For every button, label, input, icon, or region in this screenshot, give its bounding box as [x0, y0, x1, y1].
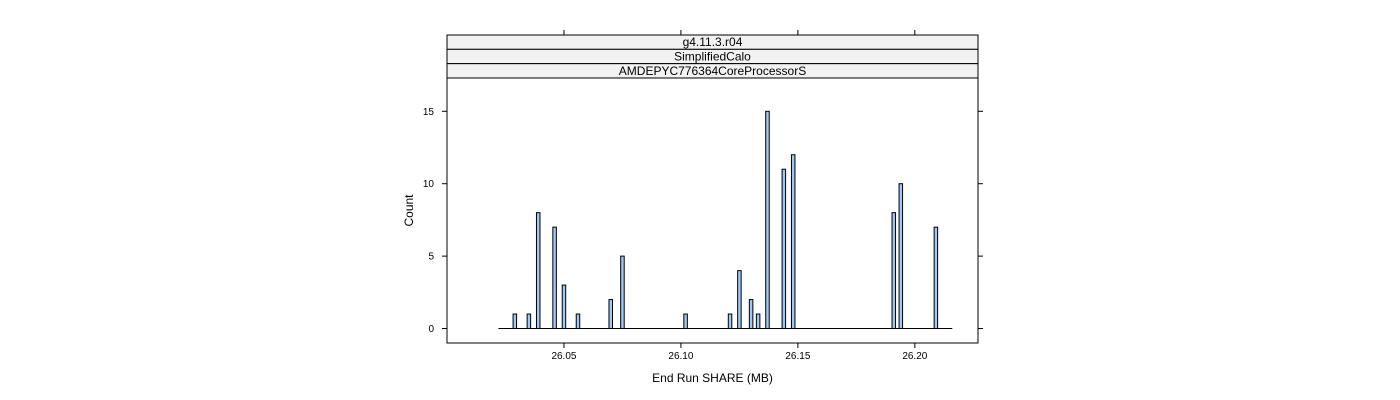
x-tick-label-1: 26.10: [668, 351, 693, 362]
bar-8: [683, 313, 688, 330]
y-axis-label: Count: [402, 194, 416, 227]
bar-13: [765, 110, 770, 330]
bar-1: [526, 313, 532, 330]
strip-label-0: g4.11.3.r04: [683, 35, 743, 49]
bar-17: [898, 183, 904, 330]
bar-15: [790, 154, 796, 330]
bar-3: [552, 226, 557, 330]
x-tick-label-0: 26.05: [551, 351, 576, 362]
right-axis-ticks: [978, 110, 983, 330]
y-tick-label-1: 5: [428, 252, 434, 263]
panel-strips: g4.11.3.r04SimplifiedCaloAMDEPYC776364Co…: [446, 34, 979, 79]
strip-label-2: AMDEPYC776364CoreProcessorS: [619, 64, 806, 78]
x-tick-label-3: 26.20: [902, 351, 927, 362]
top-axis-ticks: [563, 30, 916, 35]
bar-10: [737, 270, 742, 330]
bar-2: [535, 212, 541, 330]
bar-5: [575, 313, 581, 330]
bar-0: [512, 313, 518, 330]
y-tick-label-3: 15: [423, 107, 435, 118]
plot-panel: [446, 77, 979, 344]
bars: [512, 110, 939, 330]
x-tick-label-2: 26.15: [785, 351, 810, 362]
bar-16: [891, 212, 897, 330]
y-tick-label-0: 0: [428, 324, 434, 335]
x-axis: 26.05 26.10 26.15 26.20: [551, 343, 928, 362]
x-axis-label: End Run SHARE (MB): [652, 371, 773, 385]
y-axis: 0 5 10 15: [423, 107, 447, 335]
bar-14: [781, 168, 787, 330]
bar-6: [608, 299, 613, 330]
bar-9: [727, 313, 733, 330]
bar-12: [755, 313, 761, 330]
y-tick-label-2: 10: [423, 179, 435, 190]
strip-label-1: SimplifiedCalo: [674, 49, 751, 63]
bar-18: [933, 226, 939, 330]
bar-7: [620, 255, 625, 330]
bar-4: [561, 284, 567, 330]
bar-11: [748, 299, 754, 330]
